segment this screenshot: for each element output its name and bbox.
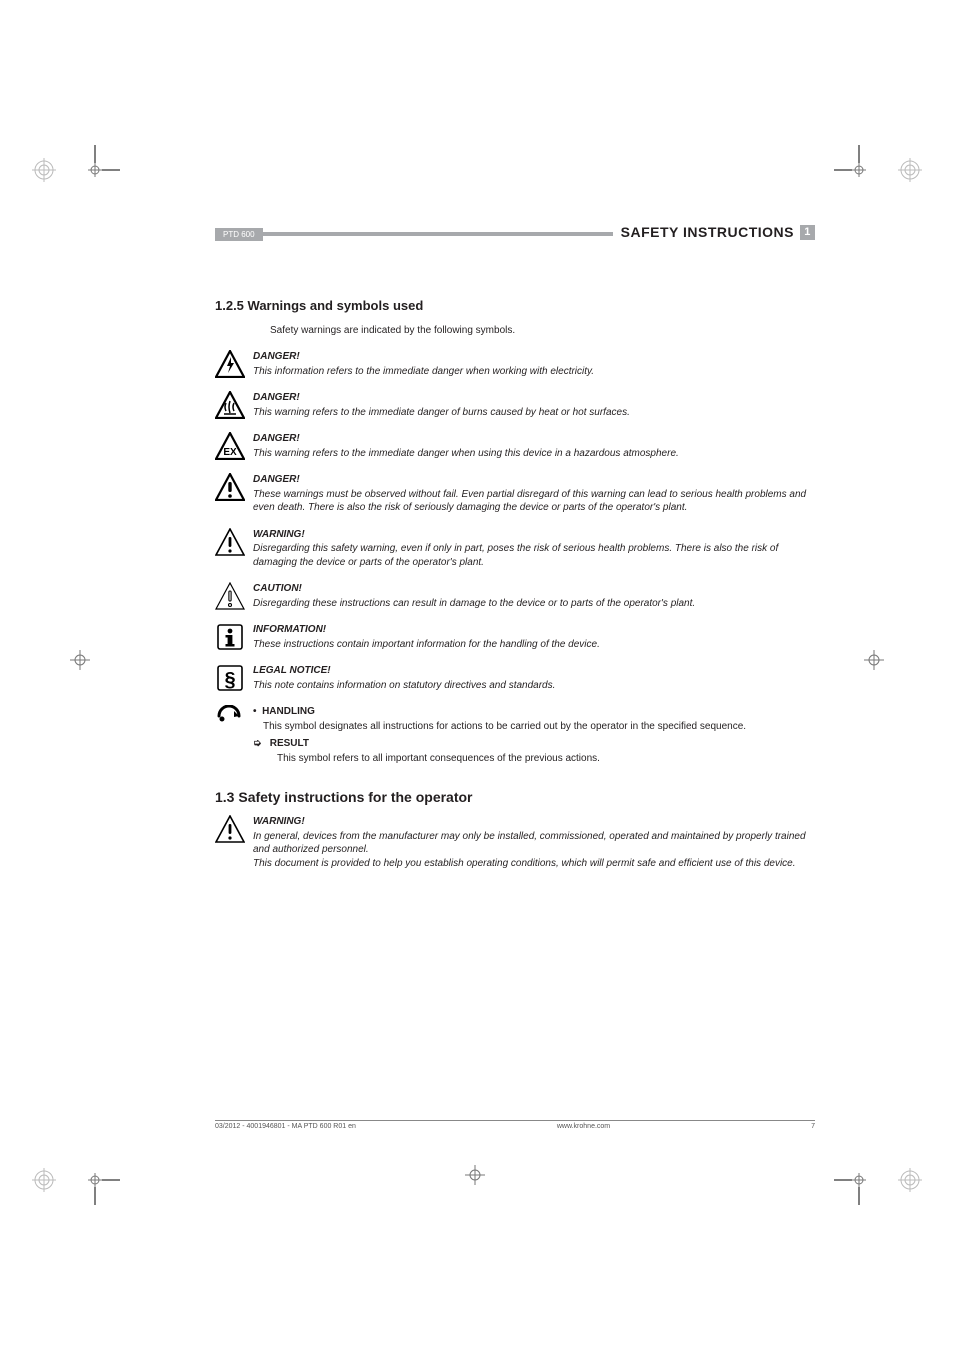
callout-title: DANGER!: [253, 391, 815, 405]
callout-body: These instructions contain important inf…: [253, 638, 815, 652]
svg-text:§: §: [224, 669, 235, 691]
crop-mark: [70, 1155, 120, 1205]
callout-body: This note contains information on statut…: [253, 679, 815, 693]
svg-text:EX: EX: [223, 447, 237, 458]
crop-mark: [55, 635, 105, 685]
model-label: PTD 600: [215, 228, 263, 241]
section-1-2-5-intro: Safety warnings are indicated by the fol…: [270, 325, 815, 336]
callout-handling: • HANDLING This symbol designates all in…: [215, 705, 815, 769]
callout-title: DANGER!: [253, 473, 815, 487]
callout-danger-ex: EX DANGER! This warning refers to the im…: [215, 432, 815, 460]
crop-mark: [834, 1155, 884, 1205]
information-icon: [215, 623, 253, 651]
danger-general-icon: [215, 473, 253, 501]
crop-mark: [450, 1150, 500, 1200]
result-symbol: ➭: [253, 738, 261, 749]
callout-title: DANGER!: [253, 350, 815, 364]
callout-title: CAUTION!: [253, 582, 815, 596]
callout-title: WARNING!: [253, 528, 815, 542]
callout-title: DANGER!: [253, 432, 815, 446]
section-1-2-5-heading: 1.2.5 Warnings and symbols used: [215, 298, 815, 313]
callout-danger-heat: DANGER! This warning refers to the immed…: [215, 391, 815, 419]
danger-ex-icon: EX: [215, 432, 253, 460]
footer-right: 7: [811, 1123, 815, 1130]
reg-mark: [898, 1168, 922, 1192]
crop-mark: [834, 145, 884, 195]
callout-title: LEGAL NOTICE!: [253, 664, 815, 678]
reg-mark: [32, 1168, 56, 1192]
legal-icon: §: [215, 664, 253, 692]
section-1-3-heading: 1.3 Safety instructions for the operator: [215, 789, 815, 805]
reg-mark: [32, 158, 56, 182]
result-body: This symbol refers to all important cons…: [277, 752, 815, 766]
handling-title: HANDLING: [262, 706, 315, 717]
handling-body: This symbol designates all instructions …: [263, 720, 815, 734]
handling-icon: [215, 705, 253, 727]
callout-information: INFORMATION! These instructions contain …: [215, 623, 815, 651]
footer-center: www.krohne.com: [557, 1123, 610, 1130]
crop-mark: [849, 635, 899, 685]
callout-operator-warning: WARNING! In general, devices from the ma…: [215, 815, 815, 870]
warning-icon: [215, 528, 253, 556]
callout-caution: CAUTION! Disregarding these instructions…: [215, 582, 815, 610]
callout-legal: § LEGAL NOTICE! This note contains infor…: [215, 664, 815, 692]
danger-electricity-icon: [215, 350, 253, 378]
footer-left: 03/2012 - 4001946801 - MA PTD 600 R01 en: [215, 1123, 356, 1130]
chapter-title: SAFETY INSTRUCTIONS 1: [613, 224, 815, 240]
caution-icon: [215, 582, 253, 610]
callout-body: This information refers to the immediate…: [253, 365, 815, 379]
chapter-number: 1: [800, 225, 815, 240]
warning-icon: [215, 815, 253, 843]
danger-heat-icon: [215, 391, 253, 419]
callout-body: This warning refers to the immediate dan…: [253, 406, 815, 420]
handling-bullet: •: [253, 706, 257, 717]
callout-danger-electricity: DANGER! This information refers to the i…: [215, 350, 815, 378]
page-header: PTD 600 SAFETY INSTRUCTIONS 1: [215, 225, 815, 243]
callout-body: This warning refers to the immediate dan…: [253, 447, 815, 461]
callout-body-1: In general, devices from the manufacture…: [253, 830, 815, 857]
callout-body: These warnings must be observed without …: [253, 488, 815, 515]
callout-body-2: This document is provided to help you es…: [253, 857, 815, 871]
callout-body: Disregarding these instructions can resu…: [253, 597, 815, 611]
callout-title: WARNING!: [253, 815, 815, 829]
callout-title: INFORMATION!: [253, 623, 815, 637]
result-title: RESULT: [270, 738, 309, 749]
page-footer: 03/2012 - 4001946801 - MA PTD 600 R01 en…: [215, 1120, 815, 1130]
callout-warning: WARNING! Disregarding this safety warnin…: [215, 528, 815, 570]
callout-body: Disregarding this safety warning, even i…: [253, 542, 815, 569]
chapter-title-text: SAFETY INSTRUCTIONS: [621, 224, 794, 240]
reg-mark: [898, 158, 922, 182]
callout-danger-general: DANGER! These warnings must be observed …: [215, 473, 815, 515]
crop-mark: [70, 145, 120, 195]
